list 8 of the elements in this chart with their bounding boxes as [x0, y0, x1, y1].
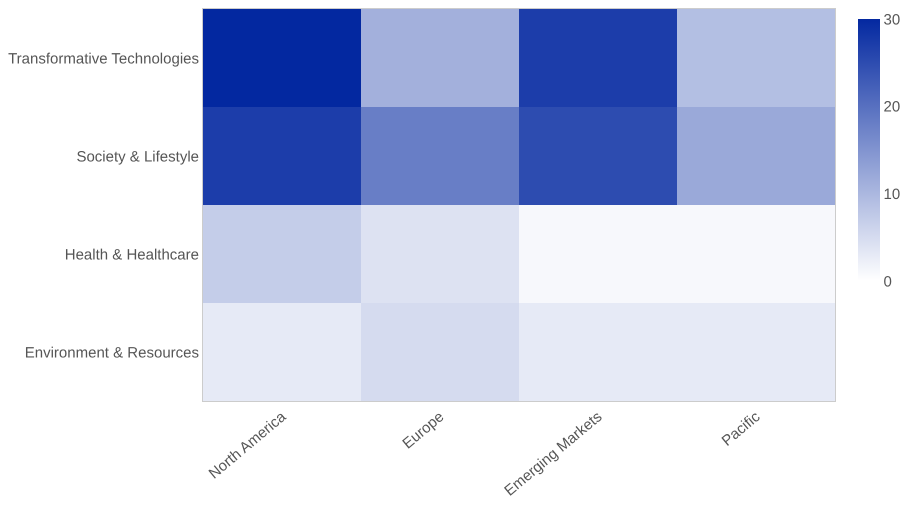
color-bar-label: 10 — [884, 186, 900, 203]
color-bar-label: 0 — [884, 273, 892, 290]
y-tick-label: Society & Lifestyle — [76, 148, 199, 166]
color-bar-label: 20 — [884, 98, 900, 116]
y-tick-label: Transformative Technologies — [8, 50, 199, 68]
color-bar-label: 30 — [884, 11, 900, 28]
y-tick-label: Health & Healthcare — [64, 246, 199, 264]
y-tick-label: Environment & Resources — [24, 344, 199, 362]
